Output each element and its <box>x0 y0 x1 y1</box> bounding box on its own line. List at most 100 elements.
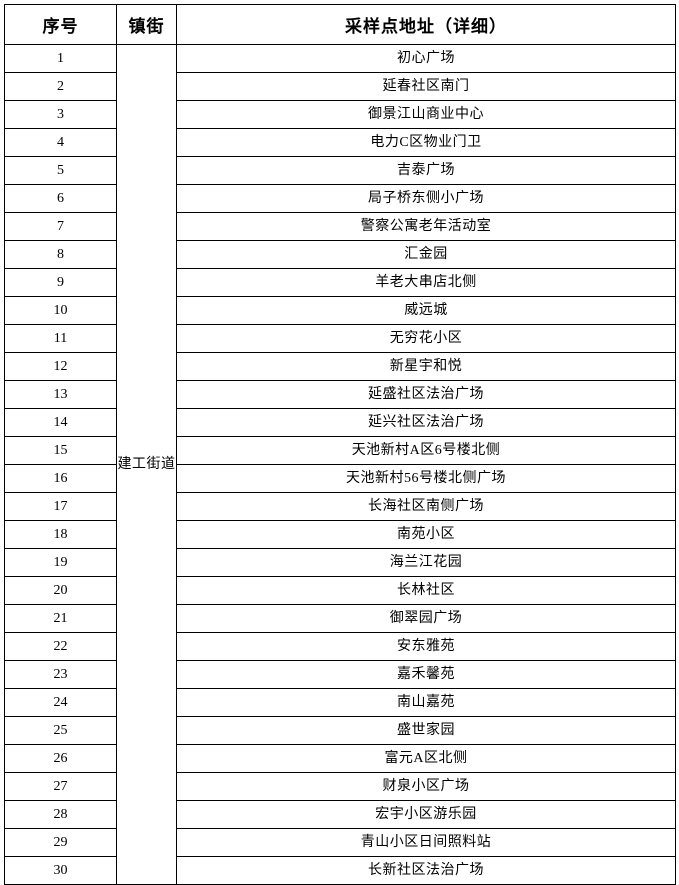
cell-address: 南苑小区 <box>176 520 676 549</box>
cell-address: 电力C区物业门卫 <box>176 128 676 157</box>
cell-address: 长海社区南侧广场 <box>176 492 676 521</box>
column-header-address: 采样点地址（详细） <box>176 4 676 45</box>
cell-address: 羊老大串店北侧 <box>176 268 676 297</box>
cell-address: 延春社区南门 <box>176 72 676 101</box>
table-row: 5 吉泰广场 <box>4 156 676 185</box>
cell-index: 24 <box>4 688 117 717</box>
cell-index: 17 <box>4 492 117 521</box>
table-row: 26 富元A区北侧 <box>4 744 676 773</box>
cell-town-merged: 建工街道 <box>116 44 177 885</box>
cell-address: 安东雅苑 <box>176 632 676 661</box>
cell-address: 延兴社区法治广场 <box>176 408 676 437</box>
cell-index: 15 <box>4 436 117 465</box>
cell-address: 延盛社区法治广场 <box>176 380 676 409</box>
cell-index: 20 <box>4 576 117 605</box>
table-row: 7 警察公寓老年活动室 <box>4 212 676 241</box>
cell-address: 吉泰广场 <box>176 156 676 185</box>
cell-address: 海兰江花园 <box>176 548 676 577</box>
table-row: 24 南山嘉苑 <box>4 688 676 717</box>
table-row: 18 南苑小区 <box>4 520 676 549</box>
table-row: 23 嘉禾馨苑 <box>4 660 676 689</box>
cell-index: 5 <box>4 156 117 185</box>
cell-index: 7 <box>4 212 117 241</box>
cell-address: 局子桥东侧小广场 <box>176 184 676 213</box>
table-row: 16 天池新村56号楼北侧广场 <box>4 464 676 493</box>
table-row: 20 长林社区 <box>4 576 676 605</box>
cell-index: 18 <box>4 520 117 549</box>
table-row: 2 延春社区南门 <box>4 72 676 101</box>
column-header-index: 序号 <box>4 4 117 45</box>
cell-address: 宏宇小区游乐园 <box>176 800 676 829</box>
table-row: 17 长海社区南侧广场 <box>4 492 676 521</box>
table-body: 1 建工街道 初心广场 2 延春社区南门 3 御景江山商业中心 4 电力C区物业门卫 5 吉泰广场 6… <box>4 44 676 885</box>
cell-index: 10 <box>4 296 117 325</box>
cell-address: 财泉小区广场 <box>176 772 676 801</box>
cell-index: 27 <box>4 772 117 801</box>
cell-index: 29 <box>4 828 117 857</box>
cell-address: 盛世家园 <box>176 716 676 745</box>
table-row: 15 天池新村A区6号楼北侧 <box>4 436 676 465</box>
table-row: 30 长新社区法治广场 <box>4 856 676 885</box>
table-row: 10 威远城 <box>4 296 676 325</box>
cell-index: 21 <box>4 604 117 633</box>
table-row: 19 海兰江花园 <box>4 548 676 577</box>
cell-index: 11 <box>4 324 117 353</box>
cell-index: 9 <box>4 268 117 297</box>
cell-address: 无穷花小区 <box>176 324 676 353</box>
table-row: 25 盛世家园 <box>4 716 676 745</box>
table-row: 22 安东雅苑 <box>4 632 676 661</box>
cell-address: 富元A区北侧 <box>176 744 676 773</box>
table-row: 1 建工街道 初心广场 <box>4 44 676 885</box>
cell-index: 8 <box>4 240 117 269</box>
cell-index: 12 <box>4 352 117 381</box>
cell-address: 初心广场 <box>176 44 676 73</box>
cell-address: 南山嘉苑 <box>176 688 676 717</box>
table-row: 8 汇金园 <box>4 240 676 269</box>
town-label: 建工街道 <box>117 457 176 472</box>
table-header: 序号 镇街 采样点地址（详细） <box>4 4 676 45</box>
cell-index: 13 <box>4 380 117 409</box>
cell-address: 嘉禾馨苑 <box>176 660 676 689</box>
sampling-point-table: 序号 镇街 采样点地址（详细） 1 建工街道 初心广场 2 延春社区南门 3 御景江山商业中… <box>4 4 676 885</box>
cell-index: 30 <box>4 856 117 885</box>
table-row: 6 局子桥东侧小广场 <box>4 184 676 213</box>
column-header-town: 镇街 <box>116 4 177 45</box>
cell-index: 2 <box>4 72 117 101</box>
cell-address: 长林社区 <box>176 576 676 605</box>
table-row: 4 电力C区物业门卫 <box>4 128 676 157</box>
cell-index: 6 <box>4 184 117 213</box>
cell-address: 御景江山商业中心 <box>176 100 676 129</box>
cell-address: 警察公寓老年活动室 <box>176 212 676 241</box>
header-row: 序号 镇街 采样点地址（详细） <box>4 4 676 45</box>
table-row: 28 宏宇小区游乐园 <box>4 800 676 829</box>
table-row: 12 新星宇和悦 <box>4 352 676 381</box>
table-row: 21 御翠园广场 <box>4 604 676 633</box>
cell-index: 1 <box>4 44 117 73</box>
table-row: 11 无穷花小区 <box>4 324 676 353</box>
cell-address: 长新社区法治广场 <box>176 856 676 885</box>
cell-address: 天池新村A区6号楼北侧 <box>176 436 676 465</box>
cell-index: 3 <box>4 100 117 129</box>
table-row: 14 延兴社区法治广场 <box>4 408 676 437</box>
cell-index: 22 <box>4 632 117 661</box>
cell-address: 汇金园 <box>176 240 676 269</box>
cell-index: 19 <box>4 548 117 577</box>
table-row: 13 延盛社区法治广场 <box>4 380 676 409</box>
cell-index: 4 <box>4 128 117 157</box>
cell-index: 23 <box>4 660 117 689</box>
cell-index: 25 <box>4 716 117 745</box>
cell-index: 26 <box>4 744 117 773</box>
cell-address: 御翠园广场 <box>176 604 676 633</box>
table-row: 9 羊老大串店北侧 <box>4 268 676 297</box>
cell-address: 威远城 <box>176 296 676 325</box>
cell-address: 青山小区日间照料站 <box>176 828 676 857</box>
cell-index: 14 <box>4 408 117 437</box>
cell-index: 16 <box>4 464 117 493</box>
table-row: 3 御景江山商业中心 <box>4 100 676 129</box>
cell-address: 天池新村56号楼北侧广场 <box>176 464 676 493</box>
table-row: 27 财泉小区广场 <box>4 772 676 801</box>
table-row: 29 青山小区日间照料站 <box>4 828 676 857</box>
cell-address: 新星宇和悦 <box>176 352 676 381</box>
cell-index: 28 <box>4 800 117 829</box>
